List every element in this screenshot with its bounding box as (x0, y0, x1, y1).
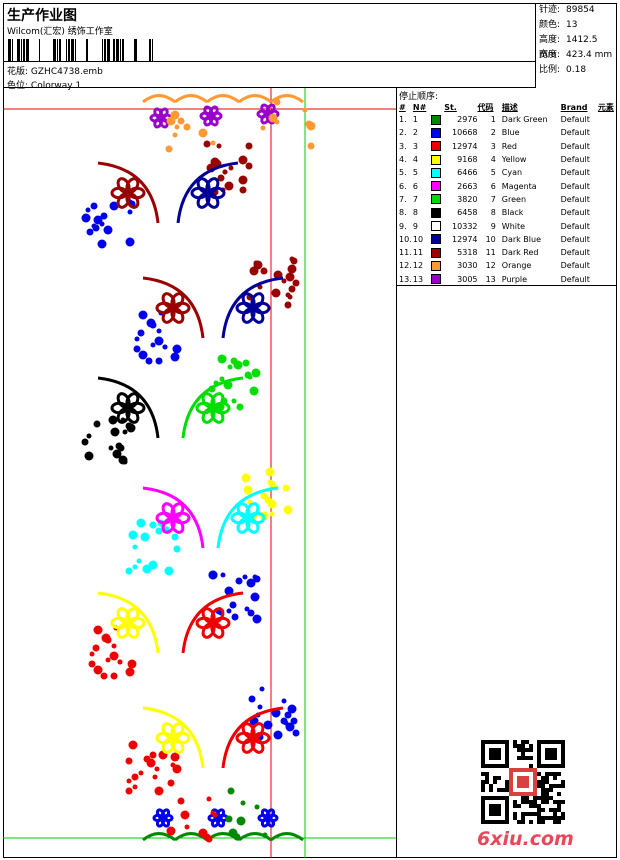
color-table-row: 10. 10 12974 10 Dark Blue Default (399, 234, 590, 245)
color-table-row: 1. 1 2976 1 Dark Green Default (399, 114, 590, 125)
color-table-row: 12. 12 3030 12 Orange Default (399, 260, 590, 271)
color-table-header: # N# St. 代码 描述 Brand 元素 (399, 102, 614, 112)
barcode-image (8, 39, 153, 61)
color-sequence-panel: 停止顺序: # N# St. 代码 描述 Brand 元素 1. 1 2976 1 Da… (397, 88, 617, 858)
color-swatch (430, 247, 441, 258)
qr-code-image (481, 740, 565, 824)
page-title: 生产作业图 (7, 8, 77, 24)
color-swatch (430, 154, 441, 165)
stop-sequence-title: 停止顺序: (399, 92, 439, 102)
company-name: Wilcom(汇宏) 绣饰工作室 (7, 27, 113, 37)
color-swatch (430, 141, 441, 152)
embroidery-design-canvas (3, 88, 397, 858)
colorway-name: Colorway 1 (30, 81, 82, 91)
stat-stitches: 针迹: 89854 (539, 5, 595, 15)
color-swatch (430, 234, 441, 245)
color-table-row: 2. 2 10668 2 Blue Default (399, 127, 590, 138)
color-table-row: 8. 8 6458 8 Black Default (399, 207, 590, 218)
divider (3, 61, 536, 62)
sheet-frame (3, 3, 617, 858)
stat-scale: 比例: 0.18 (539, 65, 587, 75)
colorway-row: 色位: Colorway 1 (7, 81, 82, 91)
file-name: GZHC4738.emb (30, 67, 103, 77)
stat-colors: 颜色: 13 (539, 20, 578, 30)
color-table-row: 13. 13 3005 13 Purple Default (399, 274, 590, 285)
embroidery-design-image (3, 88, 396, 858)
header-panel: 生产作业图 Wilcom(汇宏) 绣饰工作室 花版: GZHC4738.emb … (3, 3, 536, 91)
color-swatch (430, 181, 441, 192)
color-table-row: 3. 3 12974 3 Red Default (399, 141, 590, 152)
color-swatch (430, 167, 441, 178)
stats-panel: 针迹: 89854 颜色: 13 高度: 1412.5 mm 宽度: 423.4 mm … (536, 3, 617, 88)
color-swatch (430, 127, 441, 138)
color-table-row: 9. 9 10332 9 White Default (399, 221, 590, 232)
stat-width: 宽度: 423.4 mm (539, 50, 613, 60)
color-table-row: 6. 6 2663 6 Magenta Default (399, 181, 590, 192)
divider (397, 285, 617, 286)
file-name-row: 花版: GZHC4738.emb (7, 67, 103, 77)
color-table-row: 7. 7 3820 7 Green Default (399, 194, 590, 205)
watermark-logo: 6xiu.com (477, 828, 574, 850)
stat-height: 高度: 1412.5 mm (539, 35, 598, 60)
color-table-row: 4. 4 9168 4 Yellow Default (399, 154, 590, 165)
color-swatch (430, 114, 441, 125)
color-swatch (430, 274, 441, 285)
color-table: # N# St. 代码 描述 Brand 元素 1. 1 2976 1 Dark Gre… (397, 101, 617, 286)
color-table-row: 5. 5 6466 5 Cyan Default (399, 167, 590, 178)
color-table-row: 11. 11 5318 11 Dark Red Default (399, 247, 590, 258)
color-swatch (430, 221, 441, 232)
color-swatch (430, 260, 441, 271)
color-swatch (430, 194, 441, 205)
color-swatch (430, 207, 441, 218)
